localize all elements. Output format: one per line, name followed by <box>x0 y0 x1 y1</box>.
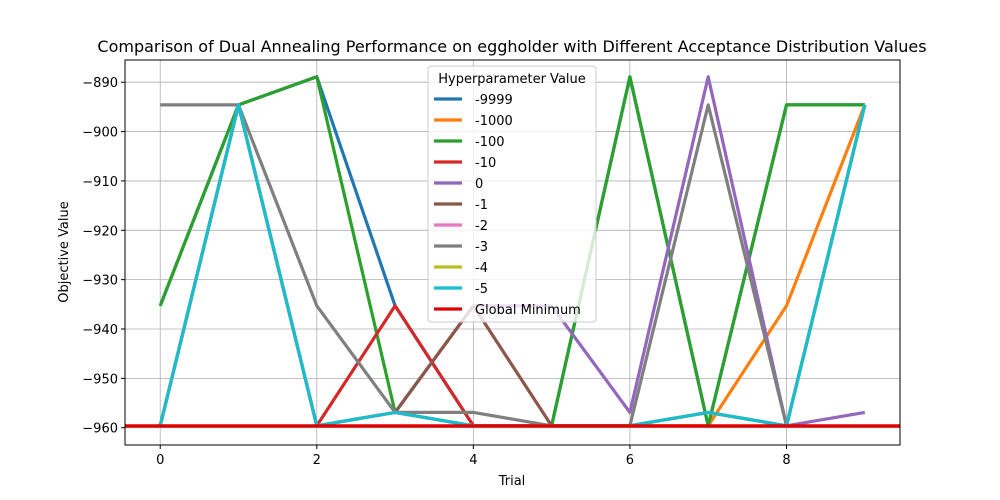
legend-label: -10 <box>475 156 496 171</box>
x-axis: 0 2 4 6 8 <box>156 445 791 468</box>
legend-label: -2 <box>475 219 488 234</box>
legend-label: -4 <box>475 261 488 276</box>
legend-label: -3 <box>475 240 488 255</box>
legend-title: Hyperparameter Value <box>438 72 586 87</box>
x-tick-label: 8 <box>782 453 790 468</box>
legend-label: -5 <box>475 282 488 297</box>
y-tick-label: −940 <box>82 323 118 338</box>
x-tick-label: 4 <box>469 453 477 468</box>
x-tick-label: 6 <box>626 453 634 468</box>
y-tick-label: −960 <box>82 422 118 437</box>
x-tick-label: 2 <box>313 453 321 468</box>
y-tick-label: −910 <box>82 175 118 190</box>
y-tick-label: −930 <box>82 274 118 289</box>
x-axis-title: Trial <box>498 474 526 489</box>
y-axis: −890 −900 −910 −920 −930 −940 −950 −960 <box>82 76 125 437</box>
legend-label: -1 <box>475 198 488 213</box>
legend-label: -9999 <box>475 93 513 108</box>
legend-label: Global Minimum <box>475 303 581 318</box>
legend-label: -100 <box>475 135 505 150</box>
legend-label: 0 <box>475 177 483 192</box>
plot-area <box>125 75 900 428</box>
legend: Hyperparameter Value -9999-1000-100-100-… <box>427 65 597 323</box>
legend-box <box>427 65 597 323</box>
y-tick-label: −900 <box>82 126 118 141</box>
plot-frame <box>124 59 901 446</box>
y-axis-title: Objective Value <box>57 201 72 302</box>
x-tick-label: 0 <box>156 453 164 468</box>
y-tick-label: −920 <box>82 224 118 239</box>
y-tick-label: −890 <box>82 76 118 91</box>
legend-label: -1000 <box>475 114 513 129</box>
series-line-8 <box>160 103 867 428</box>
y-tick-label: −950 <box>82 372 118 387</box>
chart-title: Comparison of Dual Annealing Performance… <box>97 37 926 56</box>
